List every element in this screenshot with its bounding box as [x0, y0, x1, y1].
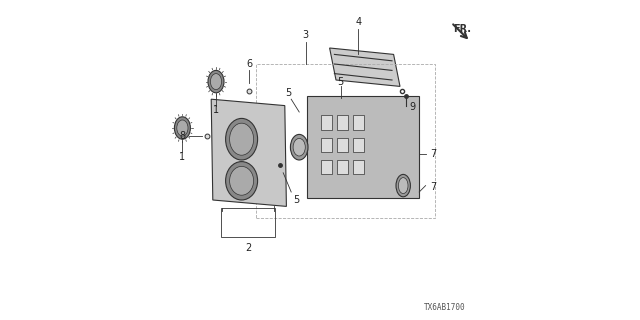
Polygon shape — [330, 48, 400, 86]
Bar — [307, 96, 419, 198]
Ellipse shape — [230, 166, 253, 195]
Ellipse shape — [291, 134, 308, 160]
Bar — [353, 115, 364, 130]
Bar — [353, 160, 364, 174]
Text: 4: 4 — [355, 17, 362, 28]
Ellipse shape — [226, 162, 258, 200]
Text: 3: 3 — [303, 30, 308, 40]
Text: FR.: FR. — [453, 24, 471, 34]
Polygon shape — [211, 99, 287, 206]
Ellipse shape — [293, 138, 305, 156]
Text: 9: 9 — [410, 102, 416, 112]
Bar — [337, 115, 348, 130]
Bar — [353, 138, 364, 152]
Ellipse shape — [396, 174, 410, 197]
Ellipse shape — [398, 178, 408, 194]
Ellipse shape — [230, 123, 253, 155]
Ellipse shape — [226, 118, 258, 160]
Ellipse shape — [177, 120, 188, 136]
Ellipse shape — [174, 117, 191, 139]
Text: 5: 5 — [338, 76, 344, 87]
Text: 5: 5 — [285, 88, 291, 98]
Text: 6: 6 — [246, 59, 252, 69]
Text: 1: 1 — [179, 152, 186, 162]
Bar — [337, 160, 348, 174]
Bar — [321, 138, 332, 152]
Text: 5: 5 — [293, 195, 299, 205]
Text: 2: 2 — [245, 243, 251, 253]
Text: TX6AB1700: TX6AB1700 — [424, 303, 466, 312]
Ellipse shape — [211, 74, 221, 90]
Bar — [321, 160, 332, 174]
Text: 7: 7 — [431, 182, 436, 192]
Bar — [337, 138, 348, 152]
Bar — [221, 208, 275, 237]
Text: 1: 1 — [213, 105, 219, 116]
Text: 8: 8 — [179, 131, 186, 141]
Text: 7: 7 — [431, 148, 436, 159]
Bar — [256, 64, 435, 218]
Bar — [321, 115, 332, 130]
Ellipse shape — [208, 70, 224, 93]
